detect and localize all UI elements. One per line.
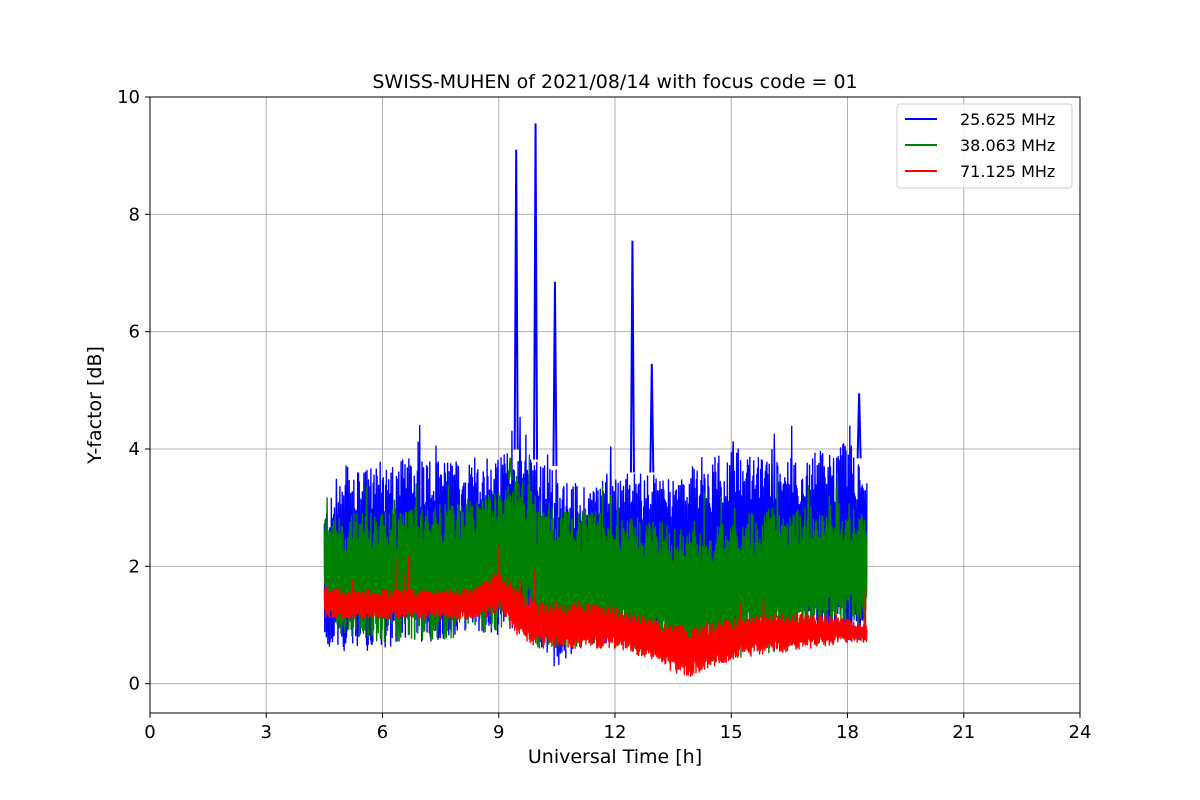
y-tick-label: 2 [129,556,140,577]
series-spike [513,149,519,450]
series-spike [649,363,655,473]
x-tick-label: 18 [836,722,859,743]
series-spike [856,393,862,459]
series-line-3 [323,545,868,677]
legend-label: 71.125 MHz [960,162,1055,181]
x-tick-label: 21 [952,722,975,743]
x-tick-label: 9 [493,722,504,743]
x-tick-label: 6 [377,722,388,743]
grid-lines [149,96,1081,713]
y-tick-label: 10 [117,87,140,108]
y-tick-label: 4 [129,439,140,460]
y-tick-label: 8 [129,204,140,225]
y-axis-label: Y-factor [dB] [84,346,106,465]
legend: 25.625 MHz 38.063 MHz 71.125 MHz [896,103,1073,189]
x-tick-label: 3 [261,722,272,743]
x-axis-label: Universal Time [h] [528,746,702,768]
x-tick-label: 15 [720,722,743,743]
series-spike [552,281,558,467]
series-spike [507,457,513,480]
x-tick-label: 24 [1069,722,1092,743]
series-spike [533,123,539,460]
legend-label: 25.625 MHz [960,110,1055,129]
series-spike [629,240,635,473]
y-tick-label: 0 [129,674,140,695]
legend-box [896,103,1073,189]
series-layer [323,123,868,677]
x-tick-label: 12 [604,722,627,743]
legend-label: 38.063 MHz [960,136,1055,155]
y-tick-label: 6 [129,322,140,343]
chart-title: SWISS-MUHEN of 2021/08/14 with focus cod… [372,71,857,93]
x-tick-label: 0 [144,722,155,743]
